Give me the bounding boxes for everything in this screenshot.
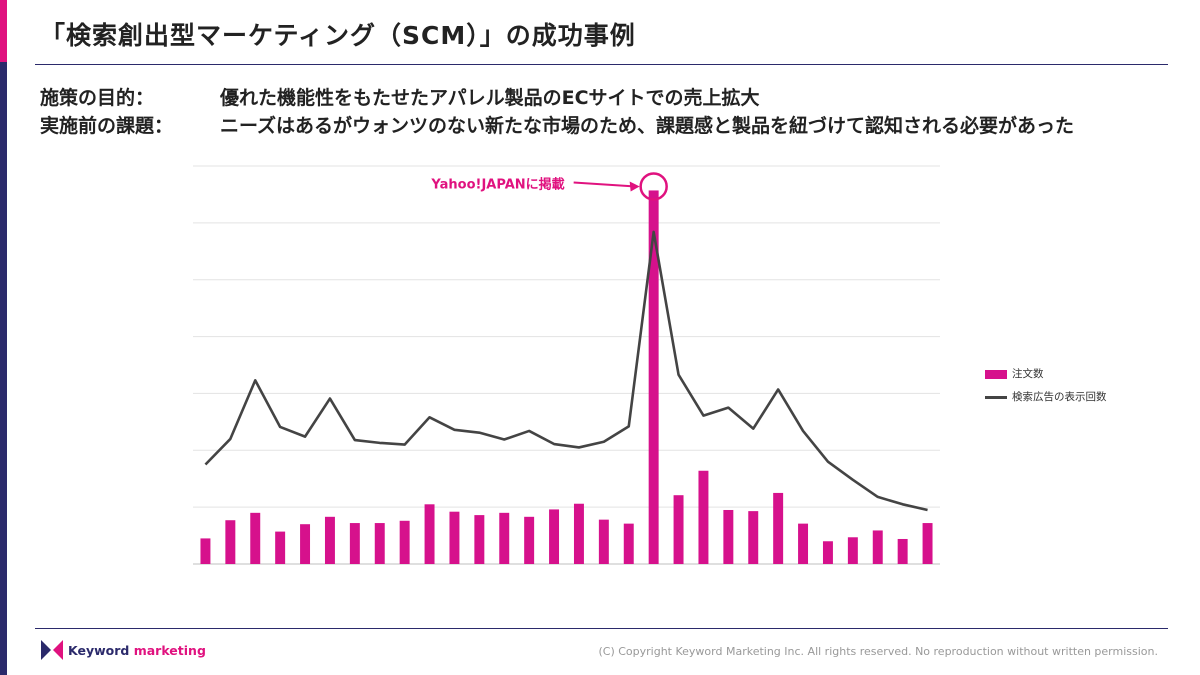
- legend-label-impressions: 検索広告の表示回数: [1012, 391, 1107, 403]
- bar-orders: [449, 511, 460, 564]
- issue-text: ニーズはあるがウォンツのない新たな市場のため、課題感と製品を紐づけて認知される必…: [220, 115, 1075, 137]
- bar-orders: [698, 470, 709, 564]
- issue-row: 実施前の課題： ニーズはあるがウォンツのない新たな市場のため、課題感と製品を紐づけ…: [40, 111, 1074, 138]
- bar-orders: [549, 509, 560, 564]
- bar-orders: [773, 492, 784, 564]
- footer-divider: [35, 628, 1168, 629]
- bar-orders: [300, 524, 311, 564]
- bar-orders: [822, 541, 833, 564]
- bar-orders: [897, 538, 908, 564]
- bar-orders: [723, 509, 734, 564]
- bar-orders: [598, 519, 609, 564]
- annotation-label: Yahoo!JAPANに掲載: [430, 176, 564, 192]
- company-logo: Keyword marketing: [40, 639, 206, 663]
- legend-item-orders: 注文数: [985, 366, 1044, 381]
- legend-swatch-orders: [985, 369, 1007, 379]
- bar-orders: [250, 512, 261, 564]
- bar-orders: [648, 190, 659, 564]
- gridlines: [193, 165, 940, 565]
- logo-wordmark: Keyword marketing: [68, 643, 206, 658]
- annotation-arrow-shaft: [573, 181, 636, 188]
- legend-item-impressions: 検索広告の表示回数: [985, 389, 1107, 404]
- annotation-circle: [639, 172, 668, 201]
- bar-orders: [673, 495, 684, 564]
- issue-label: 実施前の課題：: [40, 115, 174, 137]
- bar-orders: [374, 523, 385, 564]
- bar-orders: [847, 537, 858, 564]
- bar-orders: [798, 523, 809, 564]
- bar-orders: [524, 516, 535, 564]
- bar-orders: [872, 530, 883, 564]
- objective-row: 施策の目的： 優れた機能性をもたせたアパレル製品のECサイトでの売上拡大: [40, 83, 760, 110]
- objective-label: 施策の目的：: [40, 87, 155, 109]
- impressions-line-group: [204, 230, 928, 512]
- annotation-group: Yahoo!JAPANに掲載: [430, 172, 668, 201]
- bar-orders: [573, 503, 584, 564]
- order-bars: [200, 190, 933, 564]
- accent-bar: [0, 62, 7, 675]
- logo-word-marketing: marketing: [133, 642, 206, 658]
- bar-orders: [623, 523, 634, 564]
- legend-swatch-impressions: [985, 395, 1007, 399]
- keyword-marketing-logo-icon: [41, 640, 63, 660]
- bar-orders: [399, 520, 410, 564]
- page-title: 「検索創出型マーケティング（SCM）」の成功事例: [40, 21, 636, 50]
- bar-orders: [499, 512, 510, 564]
- bar-orders: [225, 520, 236, 564]
- bar-orders: [349, 523, 360, 564]
- bar-orders: [748, 511, 759, 564]
- bar-orders: [474, 515, 485, 564]
- annotation-arrow-head: [629, 181, 640, 192]
- bar-orders: [424, 504, 435, 564]
- copyright-notice: (C) Copyright Keyword Marketing Inc. All…: [598, 645, 1158, 658]
- bar-orders: [275, 531, 286, 564]
- accent-bar-top: [0, 0, 7, 62]
- header-divider: [35, 64, 1168, 65]
- impressions-line: [204, 230, 928, 512]
- bar-orders: [922, 523, 933, 564]
- legend-label-orders: 注文数: [1012, 368, 1044, 380]
- bar-orders: [200, 538, 211, 564]
- bar-orders: [324, 516, 335, 564]
- objective-text: 優れた機能性をもたせたアパレル製品のECサイトでの売上拡大: [220, 87, 760, 109]
- logo-word-keyword: Keyword: [68, 642, 130, 658]
